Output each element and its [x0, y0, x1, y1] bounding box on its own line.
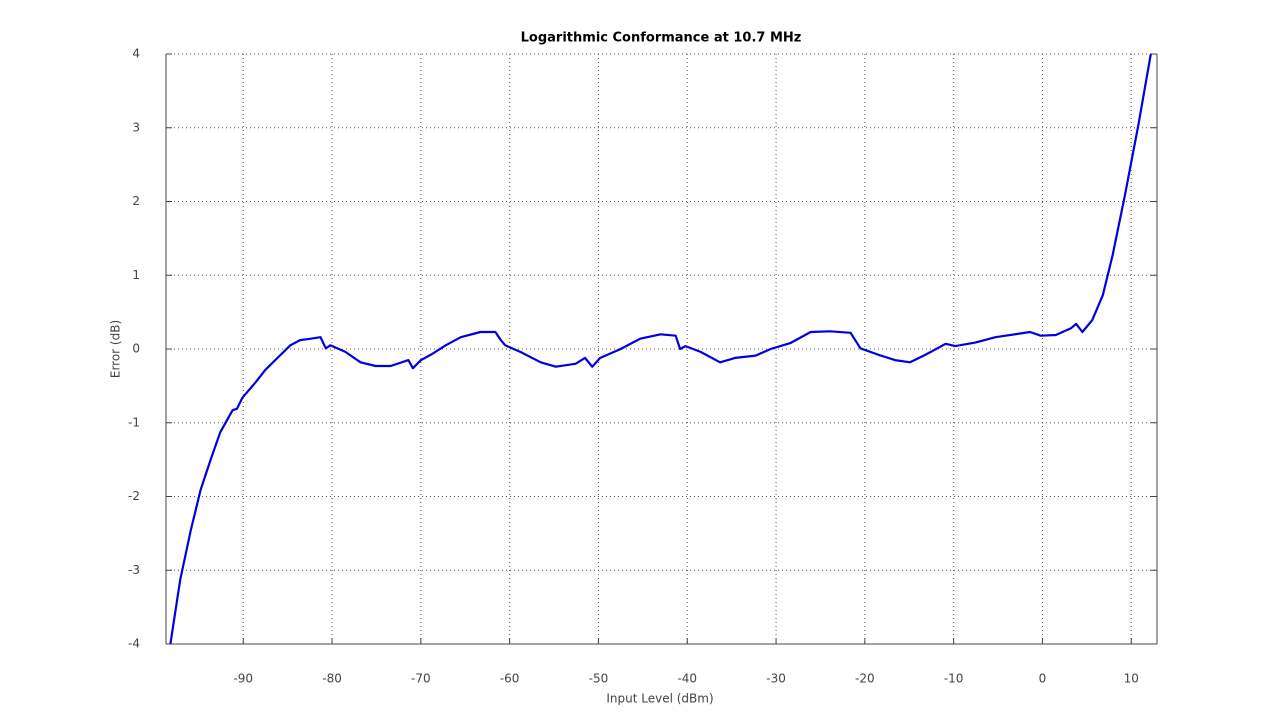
x-tick-label: -30 — [766, 672, 786, 686]
y-tick-label: -3 — [128, 563, 140, 577]
y-tick-label: 0 — [132, 342, 140, 356]
x-tick-label: -50 — [589, 672, 609, 686]
x-tick-label: 0 — [1039, 672, 1047, 686]
x-tick-label: -20 — [855, 672, 875, 686]
y-tick-label: 2 — [132, 194, 140, 208]
chart-title: Logarithmic Conformance at 10.7 MHz — [521, 31, 802, 46]
x-tick-label: -40 — [677, 672, 697, 686]
x-tick-label: -90 — [233, 672, 253, 686]
y-tick-label: 4 — [132, 47, 140, 61]
x-axis-label: Input Level (dBm) — [606, 692, 713, 706]
y-tick-label: -1 — [128, 415, 140, 429]
x-tick-label: -70 — [411, 672, 431, 686]
y-tick-label: -2 — [128, 489, 140, 503]
y-tick-label: 3 — [132, 120, 140, 134]
y-tick-label: 1 — [132, 268, 140, 282]
x-tick-label: -80 — [322, 672, 342, 686]
x-tick-label: 10 — [1124, 672, 1139, 686]
x-tick-label: -10 — [944, 672, 964, 686]
x-tick-label: -60 — [500, 672, 520, 686]
y-axis-label: Error (dB) — [109, 320, 123, 378]
data-line — [169, 53, 1152, 645]
y-tick-label: -4 — [128, 637, 140, 651]
